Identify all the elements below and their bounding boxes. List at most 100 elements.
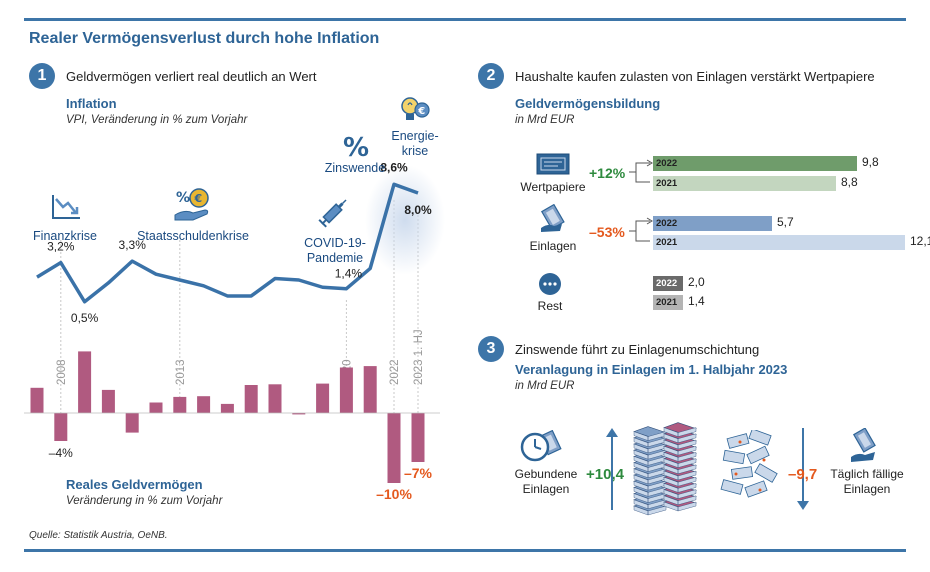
wealth-bar — [173, 396, 187, 413]
wealth-bar — [78, 351, 92, 413]
inflation-and-wealth-chart: 20082013202020222023 1. HJ–4%–10%–7%3,2%… — [24, 160, 445, 502]
money-bundle-side — [663, 483, 697, 493]
svg-text:%: % — [343, 133, 369, 160]
highlight-glow — [365, 165, 445, 275]
wealth-subtitle: Veränderung in % zum Vorjahr — [66, 495, 223, 507]
year-tick-label: 2022 — [389, 359, 401, 385]
money-bundle-side — [663, 452, 697, 462]
bracket-connectors — [629, 159, 653, 242]
veranlagung-subtitle: in Mrd EUR — [515, 380, 575, 392]
bar-wertpapiere-2021: 2021 — [653, 176, 836, 191]
cat-einlagen: Einlagen — [529, 239, 577, 253]
section-2-heading: Haushalte kaufen zulasten von Einlagen v… — [515, 69, 875, 84]
bar-rest-2022: 2022 — [653, 276, 683, 291]
syringe-icon — [318, 199, 347, 228]
section-3-number: 3 — [478, 336, 504, 362]
wealth-bar-label: –7% — [404, 465, 433, 481]
wealth-bar — [149, 402, 163, 413]
wealth-bar — [220, 403, 234, 413]
wealth-bar-label: –4% — [49, 446, 73, 460]
event-finanzkrise: Finanzkrise — [33, 229, 97, 243]
veranlagung-title: Veranlagung in Einlagen im 1. Halbjahr 2… — [515, 362, 788, 377]
scattered-money-icon — [720, 430, 778, 498]
bar-value-label: 5,7 — [777, 215, 794, 229]
wealth-bar — [244, 385, 258, 413]
securities-icon — [536, 153, 570, 175]
event-energiekrise: Energie- krise — [391, 129, 439, 158]
event-covid: COVID-19- Pandemie — [304, 236, 366, 265]
source-note: Quelle: Statistik Austria, OeNB. — [29, 530, 168, 541]
gebundene-value: +10,4 — [586, 466, 624, 483]
hand-money-icon — [851, 428, 876, 462]
bar-einlagen-2022: 2022 — [653, 216, 772, 231]
money-bundle-side — [663, 501, 697, 512]
bar-rest-2021: 2021 — [653, 295, 683, 310]
inflation-point-label: 8,6% — [380, 160, 408, 174]
bar-value-label: 8,8 — [841, 175, 858, 189]
wealth-bar — [339, 367, 353, 413]
lightbulb-euro-icon: € — [401, 97, 430, 120]
cat-rest: Rest — [537, 299, 563, 313]
year-tick-label: 2008 — [56, 359, 68, 385]
wealth-bar — [54, 413, 68, 441]
bar-wertpapiere-2022: 2022 — [653, 156, 857, 171]
inflation-subtitle: VPI, Veränderung in % zum Vorjahr — [66, 114, 248, 126]
clock-money-icon — [520, 430, 562, 462]
percent-icon: % — [343, 133, 369, 160]
event-staatsschuldenkrise: Staatsschuldenkrise — [137, 229, 249, 243]
inflation-line — [36, 182, 419, 304]
money-bundle-side — [663, 445, 697, 456]
more-dots-icon — [539, 273, 561, 295]
inflation-point-label: 0,5% — [71, 311, 99, 325]
top-rule — [24, 18, 906, 21]
money-bundle-side — [663, 433, 697, 444]
bar-einlagen-2021: 2021 — [653, 235, 905, 250]
geldvermoegensbildung-title: Geldvermögensbildung — [515, 96, 661, 111]
wealth-bar — [268, 384, 282, 413]
svg-text:€: € — [194, 192, 203, 205]
taeglich-value: –9,7 — [788, 466, 818, 483]
section-2-number: 2 — [478, 63, 504, 89]
money-bundle-side — [663, 495, 697, 506]
svg-text:€: € — [417, 106, 425, 117]
section-1-heading: Geldvermögen verliert real deutlich an W… — [66, 69, 317, 84]
money-bundle-side — [663, 476, 697, 487]
taeglich-label: Täglich fällige Einlagen — [830, 467, 904, 496]
year-tick-label: 2023 1. HJ — [413, 329, 425, 385]
inflation-point-label: 3,2% — [47, 240, 75, 254]
wealth-bar — [411, 413, 425, 462]
down-arrow-icon — [797, 428, 809, 510]
bar-value-label: 12,1 — [910, 234, 930, 248]
inflation-point-label: 8,0% — [404, 203, 432, 217]
up-arrow-icon — [606, 428, 618, 510]
section-1-number: 1 — [29, 63, 55, 89]
falling-chart-icon — [52, 195, 80, 219]
wealth-bar — [197, 396, 211, 413]
bottom-rule — [24, 549, 906, 552]
money-bundle-side — [663, 458, 697, 468]
hand-euro-icon: % € — [174, 188, 209, 221]
wealth-bar — [363, 366, 377, 413]
wealth-title: Reales Geldvermögen — [66, 477, 203, 492]
cat-wertpapiere: Wertpapiere — [520, 180, 586, 194]
gebundene-einlagen-label: Gebundene Einlagen — [514, 467, 578, 496]
money-bundle-side — [663, 427, 697, 437]
wealth-bar — [125, 413, 139, 433]
wealth-bar-label: –10% — [376, 486, 412, 502]
money-bundle-side — [663, 470, 697, 481]
money-stack-icon — [633, 422, 697, 516]
section-3-heading: Zinswende führt zu Einlagenumschichtung — [515, 342, 760, 357]
inflation-point-label: 1,4% — [335, 267, 363, 281]
svg-text:%: % — [176, 190, 190, 206]
wealth-bar — [316, 383, 330, 413]
inflation-point-label: 3,3% — [119, 238, 147, 252]
wealth-bar — [101, 389, 115, 413]
bar-value-label: 1,4 — [688, 294, 705, 308]
geldvermoegensbildung-subtitle: in Mrd EUR — [515, 114, 575, 126]
wealth-bar — [30, 387, 44, 413]
inflation-title: Inflation — [66, 96, 117, 111]
year-tick-label: 2013 — [175, 359, 187, 385]
money-bundle-side — [663, 464, 697, 475]
wertpapiere-change: +12% — [589, 165, 626, 181]
deposit-icon — [540, 204, 565, 232]
